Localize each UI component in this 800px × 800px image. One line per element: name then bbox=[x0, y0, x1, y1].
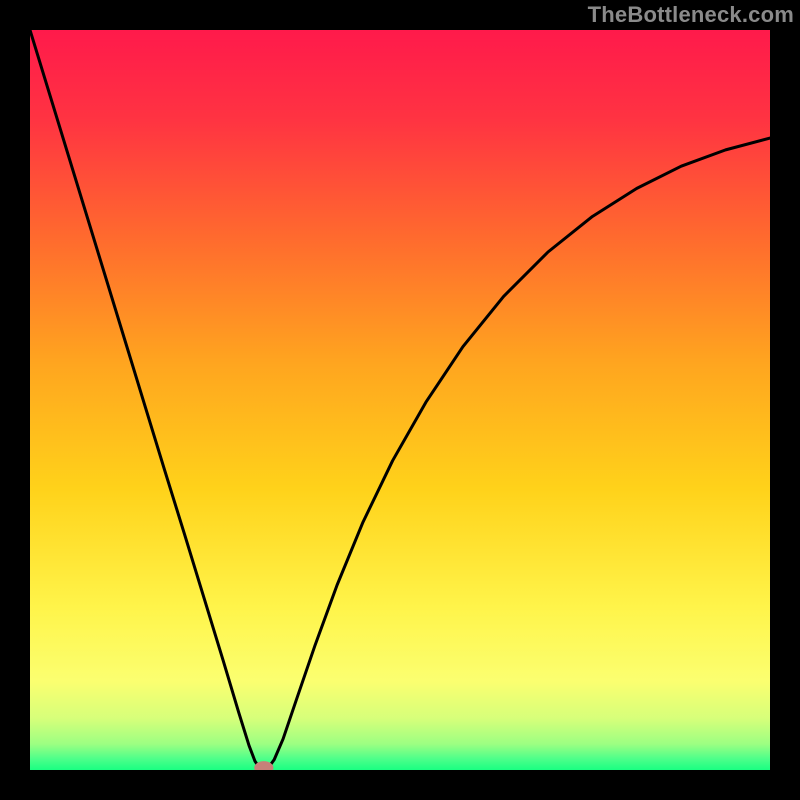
bottleneck-curve-chart bbox=[30, 30, 770, 770]
plot-area bbox=[30, 30, 770, 770]
chart-frame: TheBottleneck.com bbox=[0, 0, 800, 800]
chart-background bbox=[30, 30, 770, 770]
watermark-text: TheBottleneck.com bbox=[588, 2, 794, 28]
